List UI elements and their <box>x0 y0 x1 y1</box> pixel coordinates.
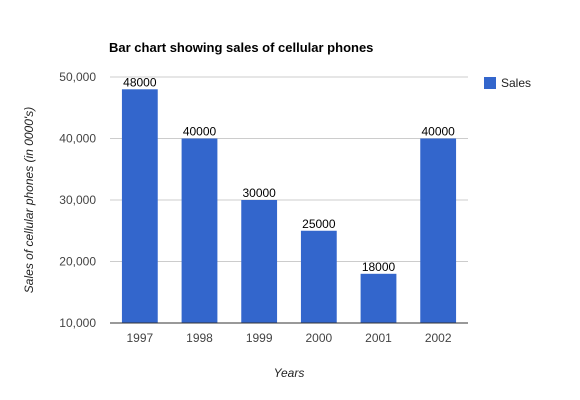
data-label-2002: 40000 <box>421 125 455 139</box>
y-tick-label: 10,000 <box>59 316 96 330</box>
x-tick-label-2000: 2000 <box>305 331 332 345</box>
x-tick-label-2001: 2001 <box>365 331 392 345</box>
legend-label-sales: Sales <box>501 76 531 90</box>
chart-title: Bar chart showing sales of cellular phon… <box>109 40 373 55</box>
bar-2000 <box>300 230 337 323</box>
bars <box>121 89 457 323</box>
y-tick-label: 30,000 <box>59 193 96 207</box>
data-label-2000: 25000 <box>302 217 336 231</box>
bar-2001 <box>360 273 397 323</box>
legend: Sales <box>484 76 531 90</box>
data-label-1997: 48000 <box>123 75 157 89</box>
x-tick-label-1998: 1998 <box>186 331 213 345</box>
bar-2002 <box>420 138 457 323</box>
data-label-1999: 30000 <box>242 186 276 200</box>
y-axis-label: Sales of cellular phones (in 0000's) <box>22 107 36 293</box>
bar-1998 <box>181 138 218 323</box>
y-tick-label: 20,000 <box>59 255 96 269</box>
x-tick-label-1997: 1997 <box>126 331 153 345</box>
data-label-2001: 18000 <box>362 260 396 274</box>
data-labels: 48000 40000 30000 25000 18000 40000 <box>123 75 455 273</box>
x-tick-label-2002: 2002 <box>425 331 452 345</box>
x-tick-label-1999: 1999 <box>246 331 273 345</box>
x-axis-label: Years <box>274 366 305 380</box>
data-label-1998: 40000 <box>183 125 217 139</box>
y-tick-label: 40,000 <box>59 132 96 146</box>
y-tick-label: 50,000 <box>59 70 96 84</box>
bar-1999 <box>241 200 278 323</box>
x-tick-labels: 1997 1998 1999 2000 2001 2002 <box>126 331 451 345</box>
gridlines <box>110 76 468 262</box>
bar-1997 <box>121 89 158 323</box>
y-tick-labels: 10,000 20,000 30,000 40,000 50,000 <box>59 70 96 330</box>
legend-swatch-sales <box>484 77 496 89</box>
